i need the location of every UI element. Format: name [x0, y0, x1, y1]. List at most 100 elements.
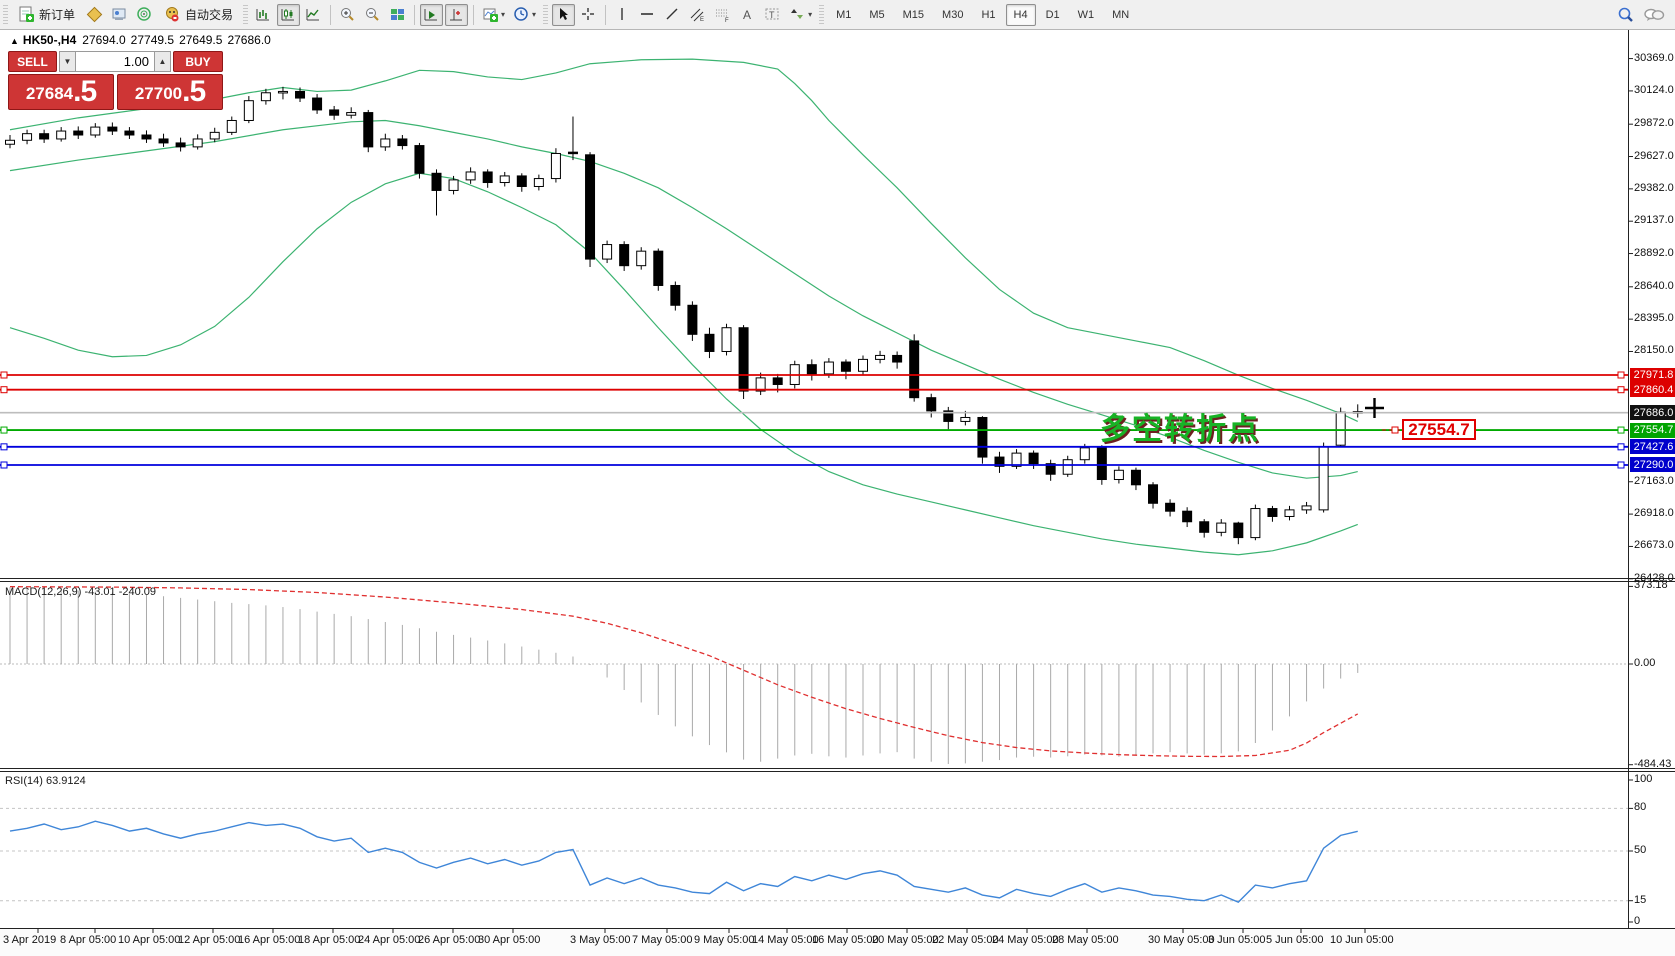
- timeframe-W1[interactable]: W1: [1077, 8, 1095, 21]
- tile-windows-icon: [391, 9, 405, 20]
- time-axis-label: 30 May 05:00: [1148, 934, 1215, 946]
- volume-increase-button[interactable]: ▲: [154, 51, 171, 72]
- price-callout-label[interactable]: 27554.7: [1402, 419, 1476, 440]
- volume-field[interactable]: 1.00: [76, 51, 154, 72]
- auto-scroll-button[interactable]: [420, 3, 444, 26]
- macd-tick-label: -484.43: [1634, 757, 1672, 770]
- toolbar-grip[interactable]: [3, 4, 8, 25]
- candlestick-chart-button[interactable]: [277, 3, 301, 26]
- time-axis-label: 3 Apr 2019: [3, 934, 57, 946]
- toolbar: 新订单 自动交易: [0, 0, 1675, 30]
- timeframe-M5[interactable]: M5: [869, 8, 885, 21]
- toolbar-separator: [473, 4, 475, 25]
- periods-dropdown-caret[interactable]: ▾: [532, 10, 537, 19]
- sell-price-box[interactable]: 27684.5: [8, 74, 114, 110]
- arrows-dropdown-caret[interactable]: ▾: [808, 10, 813, 19]
- svg-text:T: T: [769, 10, 775, 20]
- time-axis-label: 24 May 05:00: [992, 934, 1059, 946]
- toolbar-grip[interactable]: [243, 4, 249, 25]
- bar-chart-button[interactable]: [252, 4, 275, 26]
- time-axis-label: 22 May 05:00: [932, 934, 999, 946]
- channel-icon: E: [690, 8, 704, 23]
- hline-handle: [0, 426, 8, 434]
- volume-decrease-button[interactable]: ▼: [59, 51, 76, 72]
- time-axis-label: 24 Apr 05:00: [358, 934, 421, 946]
- channel-button[interactable]: E: [686, 4, 709, 26]
- horizontal-line-button[interactable]: [636, 4, 659, 26]
- price-tick-label: 29382.0: [1634, 181, 1674, 194]
- bar-chart-icon: [256, 9, 270, 21]
- time-axis-label: 18 Apr 05:00: [298, 934, 361, 946]
- time-axis-label: 20 May 05:00: [872, 934, 939, 946]
- timeframe-M30[interactable]: M30: [942, 8, 964, 21]
- toolbar-grip[interactable]: [543, 4, 549, 25]
- arrows-button[interactable]: ▾: [786, 4, 815, 26]
- chart-annotation-text[interactable]: 多空转折点: [1100, 413, 1260, 446]
- time-axis-label: 26 Apr 05:00: [418, 934, 481, 946]
- indicators-dropdown-caret[interactable]: ▾: [501, 10, 506, 19]
- arrows-icon: [791, 9, 804, 19]
- timeframe-H4[interactable]: H4: [1005, 3, 1036, 26]
- cursor-button[interactable]: [552, 3, 576, 26]
- symbol-period: HK50-,H4: [22, 33, 77, 47]
- rsi-label: RSI(14) 63.9124: [5, 775, 86, 787]
- time-axis-label: 8 Apr 05:00: [60, 934, 117, 946]
- timeframe-MN[interactable]: MN: [1112, 8, 1130, 21]
- price-tick-label: 26428.0: [1634, 571, 1674, 584]
- sound-button[interactable]: [133, 4, 156, 26]
- candlestick-chart-icon: [281, 9, 295, 21]
- ohlc-high: 27749.5: [130, 33, 175, 47]
- bollinger-upper: [9, 58, 1358, 422]
- chart-title: ▲ HK50-,H4 27694.0 27749.5 27649.5 27686.0: [10, 33, 276, 47]
- zoom-out-icon: [366, 8, 379, 21]
- indicators-button[interactable]: ▾: [479, 4, 508, 26]
- hline-handle: [1617, 426, 1625, 434]
- crosshair-button[interactable]: [577, 4, 600, 26]
- buy-price-box[interactable]: 27700.5: [117, 74, 223, 110]
- trendline-button[interactable]: [661, 4, 684, 26]
- profiles-button[interactable]: [83, 4, 106, 26]
- volume-stepper: ▼ 1.00 ▲: [59, 51, 171, 72]
- timeframe-M15[interactable]: M15: [902, 8, 925, 21]
- hline-handle: [1617, 386, 1625, 394]
- market-watch-button[interactable]: [108, 4, 131, 26]
- new-order-label: 新订单: [39, 8, 76, 22]
- profiles-icon: [86, 6, 103, 23]
- macd-tick-label: 0.00: [1634, 657, 1656, 669]
- chat-icon[interactable]: [1643, 6, 1665, 24]
- timeframe-D1[interactable]: D1: [1045, 8, 1060, 21]
- text-button[interactable]: A: [736, 4, 759, 26]
- vertical-line-button[interactable]: [611, 4, 634, 26]
- buy-price-frac: .5: [182, 75, 206, 108]
- text-label-button[interactable]: T: [761, 4, 784, 26]
- fibonacci-button[interactable]: F: [711, 4, 734, 26]
- auto-trading-button[interactable]: 自动交易: [158, 4, 239, 26]
- time-axis-strip[interactable]: [0, 929, 1675, 956]
- price-tick-label: 28395.0: [1634, 312, 1674, 325]
- periods-button[interactable]: ▾: [510, 4, 539, 26]
- time-axis-label: 3 May 05:00: [570, 934, 631, 946]
- price-tick-label: 27163.0: [1634, 474, 1674, 487]
- timeframe-M1[interactable]: M1: [836, 8, 852, 21]
- horizontal-lines: [0, 371, 1628, 469]
- clock-icon: [514, 7, 528, 21]
- toolbar-grip[interactable]: [819, 4, 825, 25]
- zoom-out-button[interactable]: [361, 4, 384, 26]
- toolbar-separator: [605, 4, 607, 25]
- time-axis-label: 16 May 05:00: [812, 934, 879, 946]
- sell-button[interactable]: SELL: [8, 51, 57, 72]
- chart-shift-button[interactable]: [445, 3, 469, 26]
- search-icon[interactable]: [1617, 6, 1635, 24]
- tile-windows-button[interactable]: [386, 4, 409, 26]
- line-chart-button[interactable]: [302, 4, 325, 26]
- rsi-tick-label: 0: [1634, 915, 1641, 927]
- price-line-badge: 27554.7: [1630, 422, 1675, 438]
- zoom-in-icon: [341, 8, 354, 21]
- new-order-button[interactable]: 新订单: [12, 4, 81, 26]
- buy-button[interactable]: BUY: [173, 51, 223, 72]
- zoom-in-button[interactable]: [336, 4, 359, 26]
- bollinger-middle: [9, 119, 1358, 479]
- timeframe-H1[interactable]: H1: [981, 8, 996, 21]
- hline-handle: [0, 461, 8, 469]
